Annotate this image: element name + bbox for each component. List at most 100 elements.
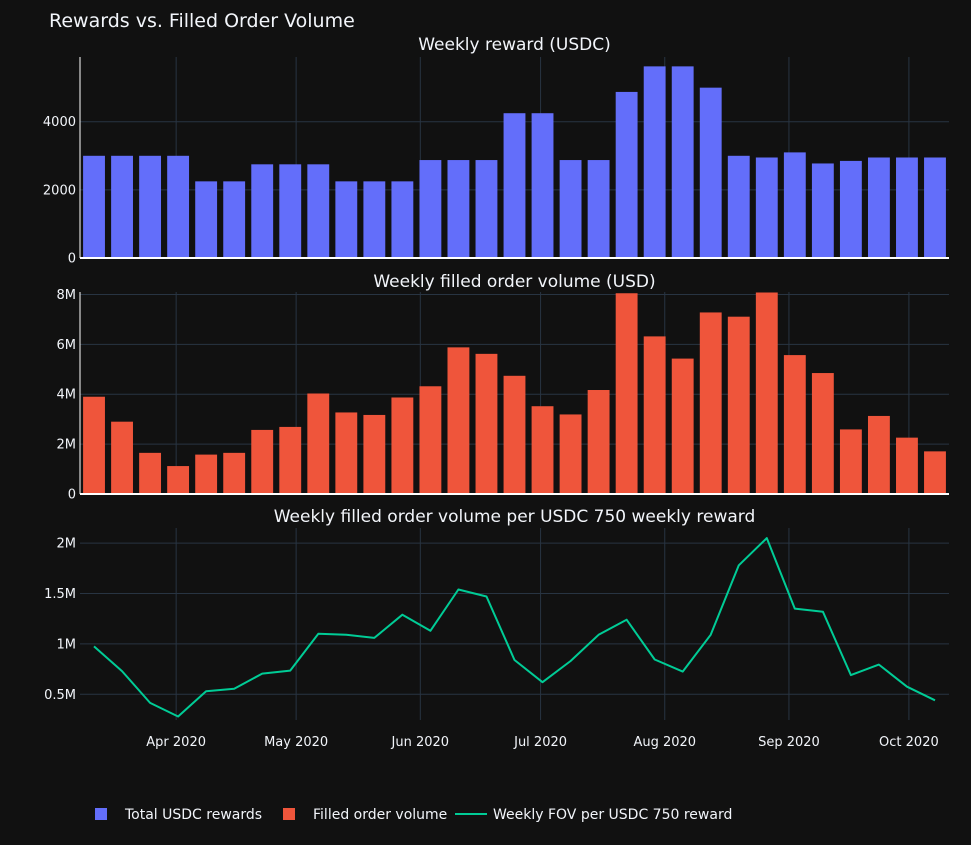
bar-rewards	[391, 181, 413, 258]
bar-rewards	[504, 113, 526, 258]
bar-rewards	[419, 160, 441, 258]
bar-rewards	[223, 181, 245, 258]
bar-volume	[840, 429, 862, 494]
bar-rewards	[363, 181, 385, 258]
bar-volume	[672, 359, 694, 494]
bar-rewards	[111, 156, 133, 258]
bar-volume	[251, 430, 273, 494]
x-tick-label: Sep 2020	[758, 735, 820, 750]
bar-rewards	[307, 164, 329, 258]
bar-volume	[644, 336, 666, 494]
bar-rewards	[251, 164, 273, 258]
bar-volume	[700, 312, 722, 494]
legend-swatch	[95, 808, 107, 820]
subplot-title: Weekly filled order volume per USDC 750 …	[274, 507, 756, 527]
x-tick-label: Aug 2020	[633, 735, 696, 750]
bar-rewards	[532, 113, 554, 258]
bar-rewards	[784, 152, 806, 258]
y-tick-label: 2000	[43, 183, 76, 198]
bar-volume	[896, 438, 918, 494]
bar-volume	[448, 347, 470, 494]
subplot-title: Weekly reward (USDC)	[418, 35, 611, 55]
legend-item: Weekly FOV per USDC 750 reward	[455, 807, 732, 823]
bar-rewards	[672, 66, 694, 258]
bar-rewards	[924, 158, 946, 259]
bar-volume	[532, 406, 554, 494]
y-tick-label: 1.5M	[44, 587, 76, 602]
bar-volume	[111, 422, 133, 494]
bar-rewards	[83, 156, 105, 258]
bar-rewards	[896, 158, 918, 259]
y-tick-label: 4M	[57, 388, 77, 403]
bar-volume	[588, 390, 610, 494]
bar-rewards	[167, 156, 189, 258]
y-tick-label: 0	[68, 488, 76, 503]
bar-rewards	[588, 160, 610, 258]
bar-rewards	[139, 156, 161, 258]
bar-volume	[560, 414, 582, 494]
bar-volume	[756, 292, 778, 494]
x-tick-label: Oct 2020	[879, 735, 939, 750]
legend-item: Filled order volume	[283, 807, 447, 823]
x-tick-label: May 2020	[264, 735, 328, 750]
x-tick-label: Apr 2020	[146, 735, 206, 750]
bar-rewards	[195, 181, 217, 258]
bar-rewards	[756, 158, 778, 259]
bar-volume	[195, 455, 217, 494]
bar-rewards	[840, 161, 862, 258]
bar-volume	[868, 416, 890, 494]
panel-fov: 0.5M 1M 1.5M 2M Apr 2020 May 2020 Jun 2020 Jul …	[44, 507, 949, 750]
legend-label: Total USDC rewards	[124, 807, 262, 823]
bar-rewards	[476, 160, 498, 258]
bar-volume	[924, 451, 946, 494]
bar-volume	[223, 453, 245, 494]
bar-rewards	[335, 181, 357, 258]
y-tick-label: 0.5M	[44, 688, 76, 703]
x-tick-label: Jul 2020	[513, 735, 567, 750]
y-tick-label: 0	[68, 252, 76, 267]
panel-volume: 0 2M 4M 6M 8M Weekly filled order volume (USD…	[57, 272, 950, 503]
x-tick-label: Jun 2020	[391, 735, 450, 750]
bar-volume	[812, 373, 834, 494]
bar-volume	[391, 397, 413, 494]
bar-rewards	[560, 160, 582, 258]
bar-rewards	[868, 158, 890, 259]
legend: Total USDC rewards Filled order volume Wee…	[95, 807, 732, 823]
bar-volume	[167, 466, 189, 494]
bar-volume	[728, 317, 750, 494]
bar-rewards	[812, 163, 834, 258]
legend-swatch	[283, 808, 295, 820]
fov-line	[94, 538, 935, 716]
bar-volume	[363, 415, 385, 494]
bar-volume	[419, 386, 441, 494]
bar-rewards	[728, 156, 750, 258]
y-tick-label: 4000	[43, 115, 76, 130]
bar-volume	[83, 397, 105, 494]
bar-volume	[504, 376, 526, 494]
legend-label: Filled order volume	[313, 807, 447, 823]
subplot-title: Weekly filled order volume (USD)	[373, 272, 655, 292]
y-tick-label: 8M	[57, 288, 77, 303]
bar-rewards	[700, 88, 722, 258]
bar-volume	[279, 427, 301, 494]
legend-label: Weekly FOV per USDC 750 reward	[493, 807, 732, 823]
chart-title: Rewards vs. Filled Order Volume	[49, 10, 355, 32]
y-tick-label: 6M	[57, 338, 77, 353]
bar-volume	[616, 293, 638, 494]
bar-volume	[307, 393, 329, 494]
bar-volume	[784, 355, 806, 494]
bar-volume	[476, 354, 498, 494]
y-tick-label: 1M	[57, 637, 77, 652]
bar-rewards	[448, 160, 470, 258]
legend-item: Total USDC rewards	[95, 807, 262, 823]
y-tick-label: 2M	[57, 438, 77, 453]
bar-rewards	[279, 164, 301, 258]
y-tick-label: 2M	[57, 537, 77, 552]
panel-rewards: 0 2000 4000 Weekly reward (USDC)	[43, 35, 949, 267]
bar-volume	[139, 453, 161, 494]
bar-rewards	[616, 92, 638, 258]
bar-rewards	[644, 66, 666, 258]
bar-volume	[335, 412, 357, 494]
